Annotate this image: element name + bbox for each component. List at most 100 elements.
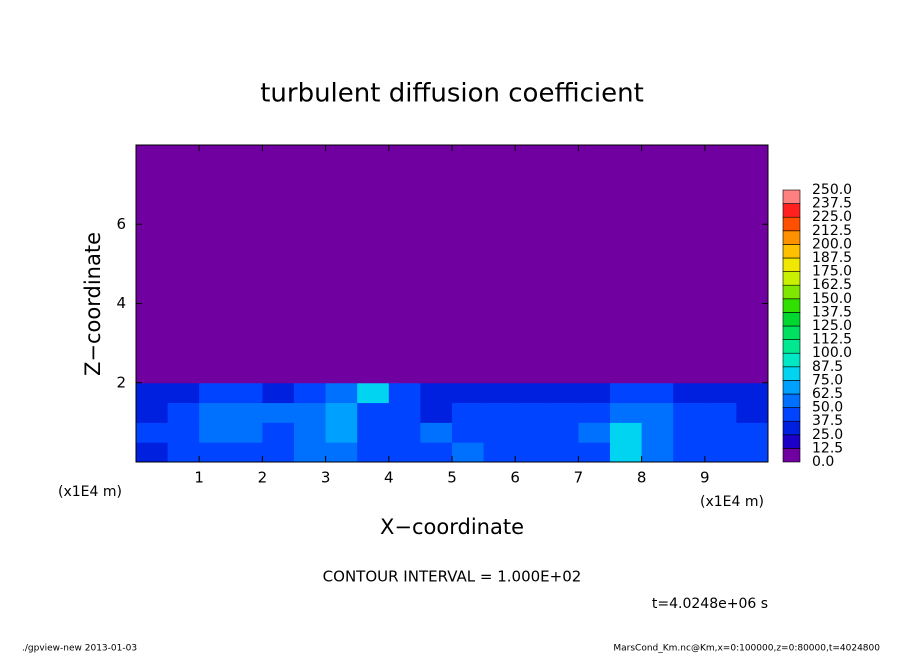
colorbar-label: 12.5	[812, 440, 843, 456]
cell	[230, 422, 263, 443]
cell	[736, 442, 769, 463]
cell	[452, 422, 485, 443]
cell	[610, 442, 643, 463]
cell	[262, 382, 295, 404]
colorbar-box	[782, 325, 801, 340]
colorbar-label: 237.5	[812, 196, 852, 212]
cell	[610, 402, 643, 423]
cell	[167, 382, 200, 404]
cell	[199, 382, 232, 404]
cell	[167, 422, 200, 443]
cell	[452, 402, 485, 423]
cell	[167, 442, 200, 463]
footer: MarsCond_Km.nc@Km,x=0:100000,z=0:80000,t…	[613, 644, 880, 654]
cell	[515, 422, 548, 443]
x-axis-label: X−coordinate	[380, 515, 524, 539]
cell	[136, 382, 169, 404]
colorbar-label: 100.0	[812, 345, 852, 361]
x-tick-label: 4	[384, 469, 394, 487]
colorbar-box	[782, 230, 801, 245]
cell	[388, 145, 421, 384]
colorbar-box	[782, 366, 801, 381]
cell	[736, 145, 769, 384]
cell	[641, 402, 674, 423]
cell	[641, 382, 674, 404]
cell	[136, 422, 169, 443]
x-tick-label: 3	[321, 469, 331, 487]
x-tick-label: 7	[574, 469, 584, 487]
cell	[420, 145, 453, 384]
cell	[230, 442, 263, 463]
colorbar-label: 125.0	[812, 318, 852, 334]
cell	[641, 442, 674, 463]
colorbar-box	[782, 312, 801, 327]
cell	[136, 145, 169, 384]
cell	[610, 422, 643, 443]
x-tick-label: 6	[510, 469, 520, 487]
colorbar-box	[782, 271, 801, 286]
cell	[483, 402, 516, 423]
cell	[325, 422, 358, 443]
cell	[704, 422, 737, 443]
cell	[452, 145, 485, 384]
x-tick-label: 9	[700, 469, 710, 487]
cell	[420, 442, 453, 463]
cell	[388, 382, 421, 404]
cell	[483, 422, 516, 443]
cell	[357, 145, 390, 384]
contour-interval: CONTOUR INTERVAL = 1.000E+02	[323, 568, 582, 586]
cell	[578, 402, 611, 423]
colorbar-box	[782, 352, 801, 368]
cell	[136, 442, 169, 463]
cell	[325, 145, 358, 384]
cell	[294, 382, 327, 404]
cell	[357, 382, 390, 404]
footer: ./gpview-new 2013-01-03	[22, 644, 137, 654]
cell	[262, 442, 295, 463]
colorbar-label: 37.5	[812, 413, 843, 429]
cell	[452, 442, 485, 463]
colorbar-label: 62.5	[812, 386, 843, 402]
cell	[578, 145, 611, 384]
cell	[357, 422, 390, 443]
cell	[704, 402, 737, 423]
cell	[262, 422, 295, 443]
x-tick-label: 2	[258, 469, 268, 487]
cell	[578, 422, 611, 443]
cell	[262, 145, 295, 384]
colorbar-box	[782, 380, 801, 395]
colorbar-label: 250.0	[812, 182, 852, 198]
cell	[388, 442, 421, 463]
cell	[641, 422, 674, 443]
cell	[736, 382, 769, 404]
cell	[704, 442, 737, 463]
colorbar-label: 25.0	[812, 427, 843, 443]
cell	[610, 145, 643, 384]
x-unit: (x1E4 m)	[700, 494, 764, 510]
cell	[546, 442, 579, 463]
cell	[610, 382, 643, 404]
colorbar-box	[782, 257, 801, 272]
colorbar-box	[782, 189, 801, 204]
x-tick-label: 1	[194, 469, 204, 487]
cell	[325, 402, 358, 423]
cell	[515, 145, 548, 384]
colorbar-box	[782, 284, 801, 300]
colorbar-label: 137.5	[812, 304, 852, 320]
colorbar-box	[782, 420, 801, 436]
colorbar-box	[782, 339, 801, 354]
y-tick-label: 6	[116, 215, 126, 233]
cell	[199, 442, 232, 463]
colorbar-box	[782, 407, 801, 422]
cell	[736, 422, 769, 443]
cell	[357, 442, 390, 463]
chart-title: turbulent diffusion coefficient	[260, 79, 644, 109]
colorbar-box	[782, 393, 801, 408]
cell	[294, 145, 327, 384]
cell	[294, 402, 327, 423]
cell	[230, 145, 263, 384]
cell	[388, 402, 421, 423]
colorbar-label: 212.5	[812, 223, 852, 239]
cell	[578, 442, 611, 463]
cell	[546, 382, 579, 404]
